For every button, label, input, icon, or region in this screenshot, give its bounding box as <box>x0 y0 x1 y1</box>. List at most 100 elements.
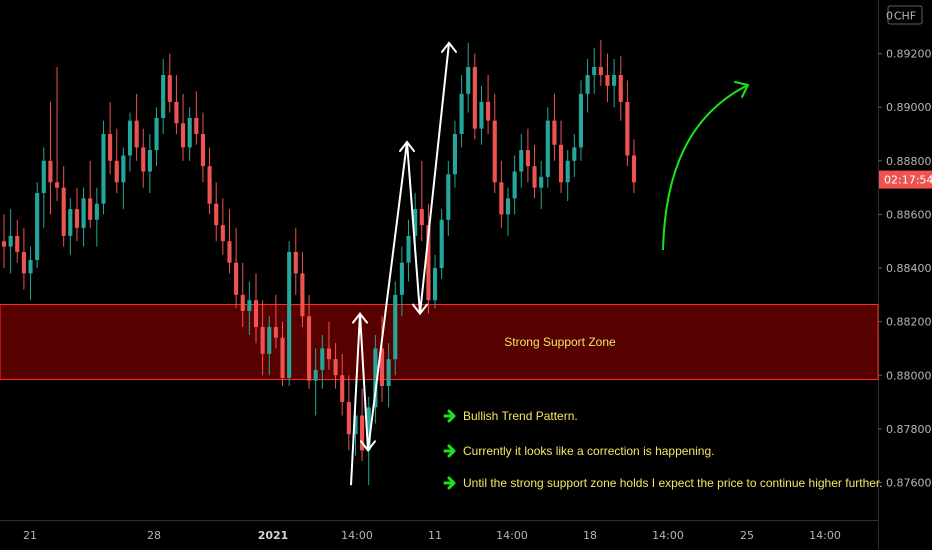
candle <box>154 107 159 167</box>
candle-body <box>81 198 86 228</box>
candle-body <box>459 93 464 135</box>
support-zone-box <box>0 303 879 381</box>
candle-body <box>154 117 159 151</box>
candle-body <box>174 101 179 124</box>
candle <box>386 343 391 408</box>
candle <box>141 128 146 188</box>
candle-body <box>578 93 584 148</box>
candle <box>161 58 166 135</box>
candle <box>432 254 438 309</box>
projection-curve <box>662 85 747 251</box>
projection-arrow-group <box>662 81 749 251</box>
candle <box>625 80 630 167</box>
candle <box>61 166 66 247</box>
candle <box>612 58 617 108</box>
candle <box>393 281 398 376</box>
candle <box>446 160 451 236</box>
candle <box>240 262 245 328</box>
candle <box>214 182 219 242</box>
candle <box>8 209 13 274</box>
candle <box>585 58 590 113</box>
candle <box>293 227 298 295</box>
candle <box>399 246 404 317</box>
candle <box>247 281 252 336</box>
green-arrow-icon <box>443 409 456 423</box>
candle-body <box>207 166 212 204</box>
candle-body <box>379 348 385 386</box>
candle-body <box>572 147 577 161</box>
candle-body <box>141 147 146 172</box>
candle-body <box>492 120 497 183</box>
candle-body <box>565 160 570 183</box>
candle <box>234 227 239 309</box>
candle <box>280 321 285 386</box>
time-axis[interactable]: 21 28 2021 14:00 11 14:00 18 14:00 25 14:00 <box>23 529 841 542</box>
price-tick-label: 0.87800 <box>886 423 932 436</box>
zigzag-line <box>350 42 450 486</box>
candle-body <box>472 67 477 129</box>
candle-body <box>253 300 259 328</box>
candle <box>373 335 378 424</box>
candle <box>127 112 133 172</box>
corner-label: 0 <box>886 10 893 23</box>
candle-body <box>61 187 66 236</box>
candle-body <box>419 209 424 226</box>
annotation-item: Currently it looks like a correction is … <box>443 444 714 458</box>
candle <box>618 56 623 121</box>
candle-body <box>240 294 245 311</box>
candle <box>499 160 504 228</box>
candle-body <box>505 198 511 215</box>
candle <box>360 388 365 462</box>
time-tick-label: 14:00 <box>652 529 684 542</box>
annotations-group: Bullish Trend Pattern. Currently it looks… <box>443 409 883 490</box>
support-zone-group: Strong Support Zone <box>0 303 879 381</box>
candle-body <box>512 171 517 199</box>
candle-body <box>439 219 444 269</box>
candle-body <box>127 120 133 156</box>
candle-body <box>200 134 206 167</box>
candle <box>287 241 292 386</box>
candle-body <box>68 209 73 236</box>
price-tick-label: 0.88600 <box>886 208 932 221</box>
candle <box>578 80 584 161</box>
time-tick-label: 28 <box>147 529 161 542</box>
candle-body <box>605 75 610 86</box>
candle-body <box>598 67 603 76</box>
candle-body <box>545 120 550 177</box>
candle <box>207 147 212 215</box>
candle <box>572 134 577 177</box>
candle-body <box>41 160 46 193</box>
candle-body <box>612 75 617 86</box>
candle <box>333 343 338 389</box>
candle <box>346 375 351 451</box>
price-tick-label: 0.88200 <box>886 316 932 329</box>
candle-body <box>260 327 265 354</box>
candle <box>552 93 557 161</box>
candle <box>167 53 172 113</box>
candle-body <box>618 75 623 102</box>
candle-body <box>333 359 338 376</box>
candle <box>194 91 199 145</box>
price-tick-label: 0.89200 <box>886 48 932 61</box>
price-axis[interactable]: 0.89200 0.89000 0.88800 0.88600 0.88400 0.882… <box>878 48 932 490</box>
candle-body <box>426 225 431 301</box>
candle <box>505 187 511 236</box>
support-zone-label: Strong Support Zone <box>504 335 616 349</box>
candle <box>48 101 53 215</box>
candle <box>200 112 206 183</box>
candle-body <box>432 268 438 301</box>
candle-body <box>147 150 152 172</box>
candle <box>108 101 113 175</box>
candle <box>598 40 603 86</box>
candle <box>466 42 471 113</box>
candle <box>313 348 318 416</box>
candle <box>558 120 564 193</box>
candle-body <box>552 120 557 145</box>
current-price-badge <box>879 170 932 189</box>
candle <box>452 120 458 188</box>
candle-body <box>187 117 192 148</box>
candle-body <box>134 120 139 148</box>
currency-badge[interactable]: CHF <box>887 5 923 25</box>
candle <box>94 187 99 247</box>
